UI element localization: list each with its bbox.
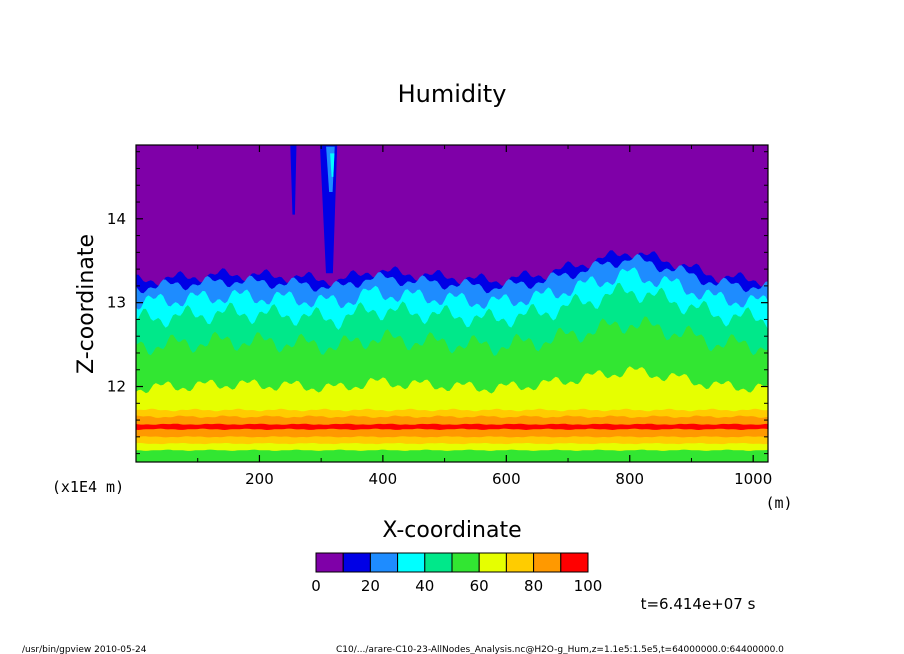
colorbar-swatch: [478, 552, 507, 573]
y-axis: 12 13 14: [107, 151, 768, 455]
y-axis-label: Z-coordinate: [74, 234, 99, 374]
colorbar: 0 20 40 60 80 100: [311, 552, 603, 595]
colorbar-label: 60: [470, 577, 489, 595]
y-unit-label: (x1E4 m): [52, 478, 124, 496]
colorbar-swatch: [342, 552, 371, 573]
footer-source: C10/.../arare-C10-23-AllNodes_Analysis.n…: [336, 645, 784, 654]
x-axis-label: X-coordinate: [382, 518, 521, 543]
x-tick-label: 600: [492, 470, 521, 488]
colorbar-label: 0: [311, 577, 321, 595]
x-unit-label: (m): [765, 494, 792, 512]
band-green-bottom: [136, 449, 768, 462]
colorbar-swatch: [315, 552, 344, 573]
y-tick-label: 12: [107, 378, 126, 396]
x-tick-label: 200: [245, 470, 274, 488]
plume-left: [290, 145, 297, 215]
colorbar-swatch: [424, 552, 453, 573]
colorbar-swatch: [505, 552, 535, 573]
x-tick-label: 1000: [734, 470, 772, 488]
chart-title: Humidity: [398, 80, 507, 108]
plot-frame: [135, 144, 769, 463]
x-tick-label: 400: [369, 470, 398, 488]
colorbar-label: 20: [361, 577, 380, 595]
plume-main-inner: [330, 153, 335, 177]
colorbar-label: 40: [415, 577, 434, 595]
colorbar-swatch: [533, 552, 562, 573]
contour-field: [136, 145, 768, 462]
time-label: t=6.414e+07 s: [641, 595, 756, 613]
colorbar-swatch: [451, 552, 480, 573]
footer-program: /usr/bin/gpview 2010-05-24: [22, 645, 147, 654]
y-tick-label: 14: [107, 210, 126, 228]
y-tick-label: 13: [107, 294, 126, 312]
x-tick-label: 800: [615, 470, 644, 488]
colorbar-swatch: [397, 552, 426, 573]
colorbar-label: 100: [574, 577, 603, 595]
colorbar-label: 80: [524, 577, 543, 595]
colorbar-swatch: [560, 552, 589, 573]
colorbar-swatch: [369, 552, 399, 573]
x-axis: 200 400 600 800 1000: [197, 145, 772, 488]
